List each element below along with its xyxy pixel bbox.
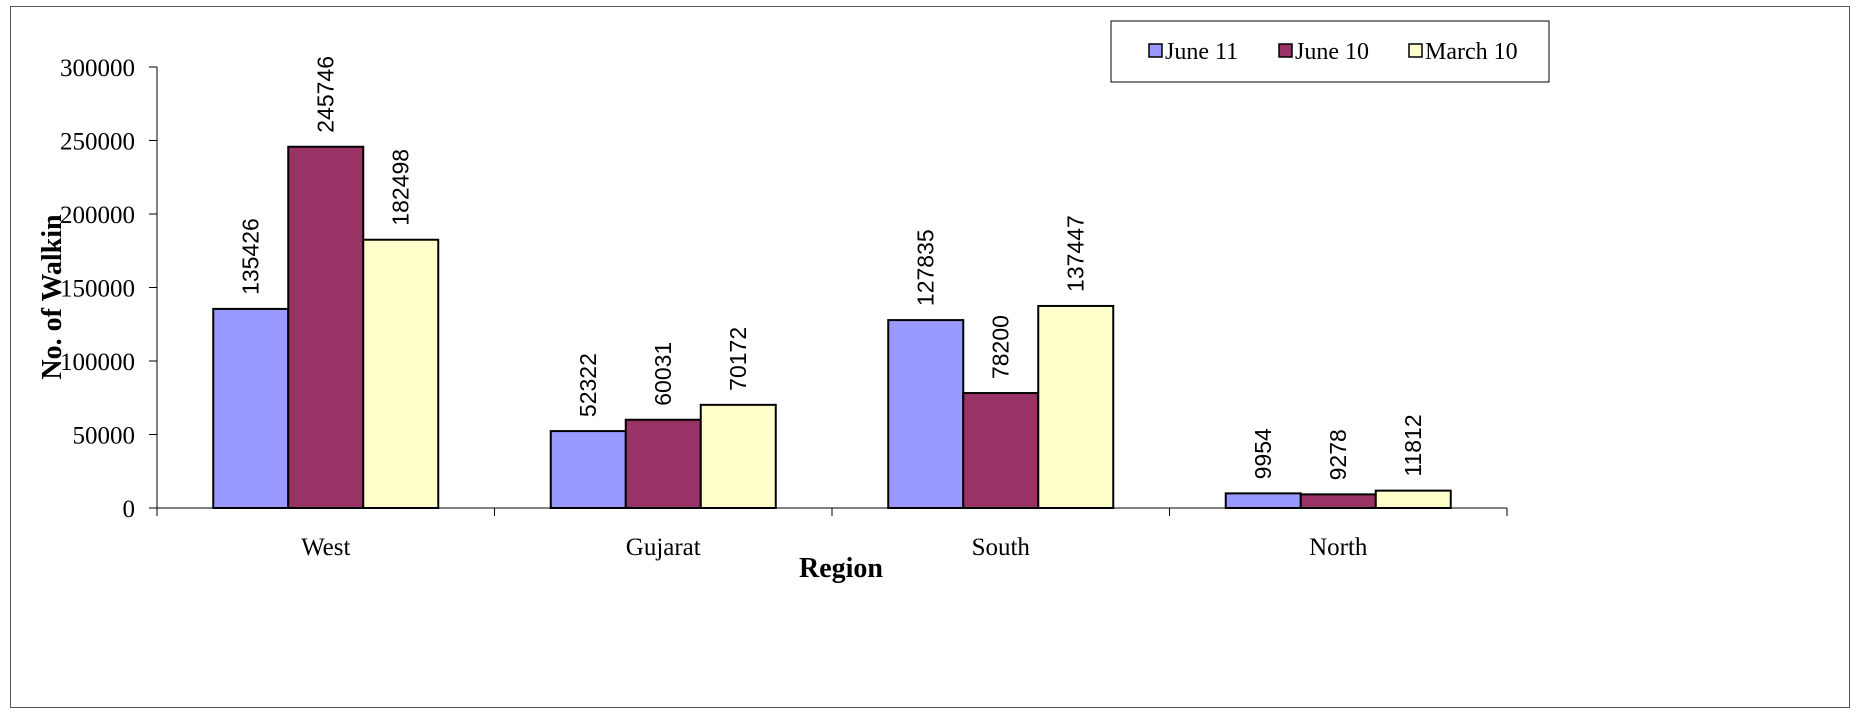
bar	[1374, 489, 1452, 509]
axes: 0 50000 100000 150000 200000 250000 300000 West…	[60, 55, 1508, 561]
data-label: 78200	[988, 315, 1014, 379]
y-tick-label: 200000	[60, 202, 135, 229]
legend-label: March 10	[1425, 39, 1518, 65]
data-label: 9954	[1250, 428, 1276, 479]
data-label: 70172	[725, 327, 751, 391]
data-label: 9278	[1325, 429, 1351, 480]
bar	[212, 307, 290, 509]
legend-swatch	[1148, 43, 1163, 58]
y-tick-label: 300000	[60, 55, 135, 82]
bar	[1299, 493, 1377, 509]
y-axis-title: No. of Walkin	[37, 214, 68, 380]
data-label: 11812	[1400, 414, 1426, 476]
bar	[1224, 492, 1302, 509]
x-tick-label: North	[1309, 534, 1368, 561]
data-label: 60031	[650, 342, 676, 406]
y-tick-label: 0	[123, 496, 136, 523]
bar	[699, 403, 777, 510]
legend: June 11 June 10 March 10	[1110, 20, 1550, 83]
x-tick-label: South	[972, 534, 1031, 561]
x-tick-label: Gujarat	[626, 534, 701, 561]
legend-label: June 11	[1165, 39, 1238, 65]
legend-swatch	[1408, 43, 1423, 58]
x-tick-label: West	[301, 534, 350, 561]
bar-chart: 0 50000 100000 150000 200000 250000 300000 West…	[37, 20, 1550, 584]
bar	[549, 430, 627, 510]
y-tick-label: 250000	[60, 129, 135, 156]
data-label: 135426	[238, 218, 264, 295]
bars	[212, 145, 1452, 510]
data-labels: 135426 245746 182498 52322 60031 70172 127835 7…	[238, 56, 1427, 480]
data-label: 52322	[575, 353, 601, 417]
bar	[887, 319, 965, 509]
legend-label: June 10	[1295, 39, 1369, 65]
y-tick-label: 150000	[60, 276, 135, 303]
bar	[624, 418, 702, 509]
data-label: 182498	[388, 149, 414, 226]
x-axis-title: Region	[799, 553, 883, 584]
bar	[287, 145, 365, 509]
y-tick-label: 50000	[73, 423, 136, 450]
legend-swatch	[1278, 43, 1293, 58]
data-label: 127835	[913, 229, 939, 306]
y-tick-label: 100000	[60, 349, 135, 376]
legend-box	[1110, 20, 1550, 83]
chart-frame: 0 50000 100000 150000 200000 250000 300000 West…	[10, 6, 1850, 708]
bar	[1037, 304, 1115, 509]
bar	[962, 392, 1040, 509]
data-label: 137447	[1063, 215, 1089, 292]
bar	[362, 238, 440, 509]
data-label: 245746	[313, 56, 339, 133]
